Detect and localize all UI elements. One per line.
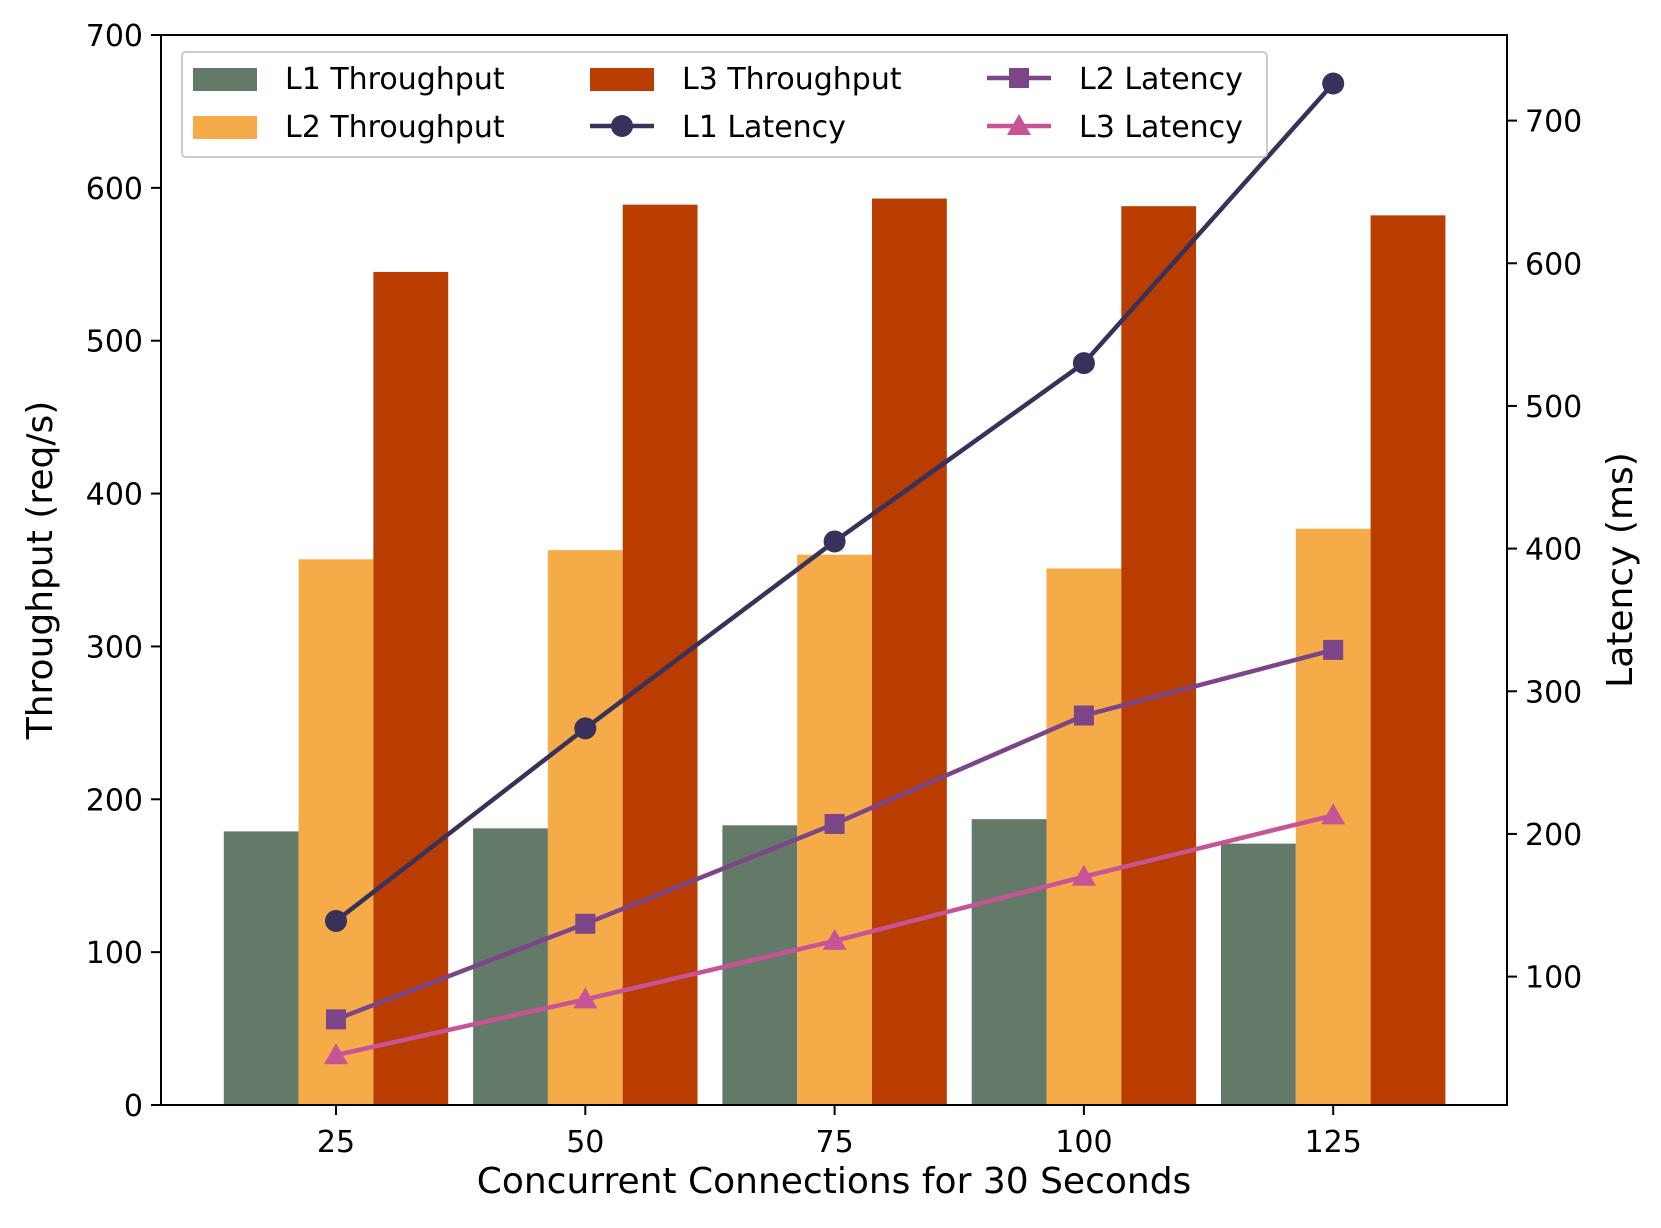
x-tick-label: 50 <box>566 1125 604 1160</box>
legend-swatch-l1-throughput <box>193 68 257 91</box>
bars-layer <box>223 198 1446 1106</box>
point-l2-latency <box>1073 705 1094 726</box>
y-tick-label: 100 <box>86 936 143 971</box>
y2-tick-label: 100 <box>1525 961 1582 996</box>
bar-l3-throughput <box>872 198 947 1106</box>
point-l2-latency <box>575 913 596 934</box>
y-axis-right: 100 200 300 400 500 600 700 <box>1507 105 1582 996</box>
bar-l1-throughput <box>971 819 1047 1105</box>
legend: L1 Throughput L2 Throughput L3 Throughput L… <box>181 51 1268 158</box>
x-tick-label: 100 <box>1055 1125 1112 1160</box>
point-l1-latency <box>1072 352 1095 375</box>
legend-label-l3-throughput: L3 Throughput <box>682 62 902 97</box>
x-tick-label: 25 <box>317 1125 355 1160</box>
point-l1-latency <box>325 909 347 932</box>
legend-swatch-l2-throughput <box>193 116 257 139</box>
point-l1-latency <box>574 717 597 740</box>
legend-swatch-l3-throughput <box>590 68 654 91</box>
y2-tick-label: 600 <box>1525 247 1582 282</box>
x-tick-label: 75 <box>816 1125 854 1160</box>
bar-l3-throughput <box>1370 215 1446 1105</box>
y2-tick-label: 400 <box>1525 533 1582 568</box>
bar-l1-throughput <box>1221 843 1296 1105</box>
y-tick-label: 300 <box>86 630 143 665</box>
bar-l1-throughput <box>223 831 299 1105</box>
bar-l1-throughput <box>473 828 548 1105</box>
point-l2-latency <box>1323 639 1344 660</box>
x-axis: 25 50 75 100 125 <box>317 1105 1362 1160</box>
legend-label-l1-throughput: L1 Throughput <box>285 62 505 97</box>
point-l1-latency <box>1322 72 1345 95</box>
y-tick-label: 0 <box>124 1089 143 1124</box>
y-axis-label: Throughput (req/s) <box>20 401 61 741</box>
y-tick-label: 400 <box>86 478 143 513</box>
bar-l3-throughput <box>373 271 449 1105</box>
y2-tick-label: 200 <box>1525 818 1582 853</box>
legend-marker-l2-latency <box>1009 68 1029 88</box>
legend-marker-l3-latency <box>1007 114 1031 135</box>
y2-tick-label: 500 <box>1525 390 1582 425</box>
point-l3-latency <box>1071 864 1096 886</box>
y2-tick-label: 300 <box>1525 675 1582 710</box>
point-l1-latency <box>823 530 846 553</box>
legend-label-l1-latency: L1 Latency <box>682 110 846 145</box>
y-tick-label: 500 <box>86 325 143 360</box>
point-l2-latency <box>326 1009 346 1030</box>
legend-marker-l1-latency <box>611 115 633 137</box>
y2-tick-label: 700 <box>1525 105 1582 140</box>
y-axis-left: 0 100 200 300 400 500 600 700 <box>86 19 161 1124</box>
y-tick-label: 200 <box>86 783 143 818</box>
bar-l2-throughput <box>547 550 623 1105</box>
point-l3-latency <box>324 1043 348 1065</box>
point-l2-latency <box>824 813 845 834</box>
y-tick-label: 600 <box>86 172 143 207</box>
legend-label-l2-throughput: L2 Throughput <box>285 110 505 145</box>
x-tick-label: 125 <box>1305 1125 1362 1160</box>
y-tick-label: 700 <box>86 19 143 54</box>
point-l3-latency <box>573 987 598 1009</box>
legend-label-l2-latency: L2 Latency <box>1079 62 1243 97</box>
bar-l2-throughput <box>1046 568 1122 1105</box>
point-l3-latency <box>1321 803 1346 825</box>
lines-layer <box>324 72 1346 1065</box>
y2-axis-label: Latency (ms) <box>1600 452 1641 688</box>
point-l3-latency <box>822 928 847 950</box>
legend-label-l3-latency: L3 Latency <box>1079 110 1243 145</box>
x-axis-label: Concurrent Connections for 30 Seconds <box>477 1161 1192 1202</box>
bar-l3-throughput <box>1121 206 1197 1105</box>
